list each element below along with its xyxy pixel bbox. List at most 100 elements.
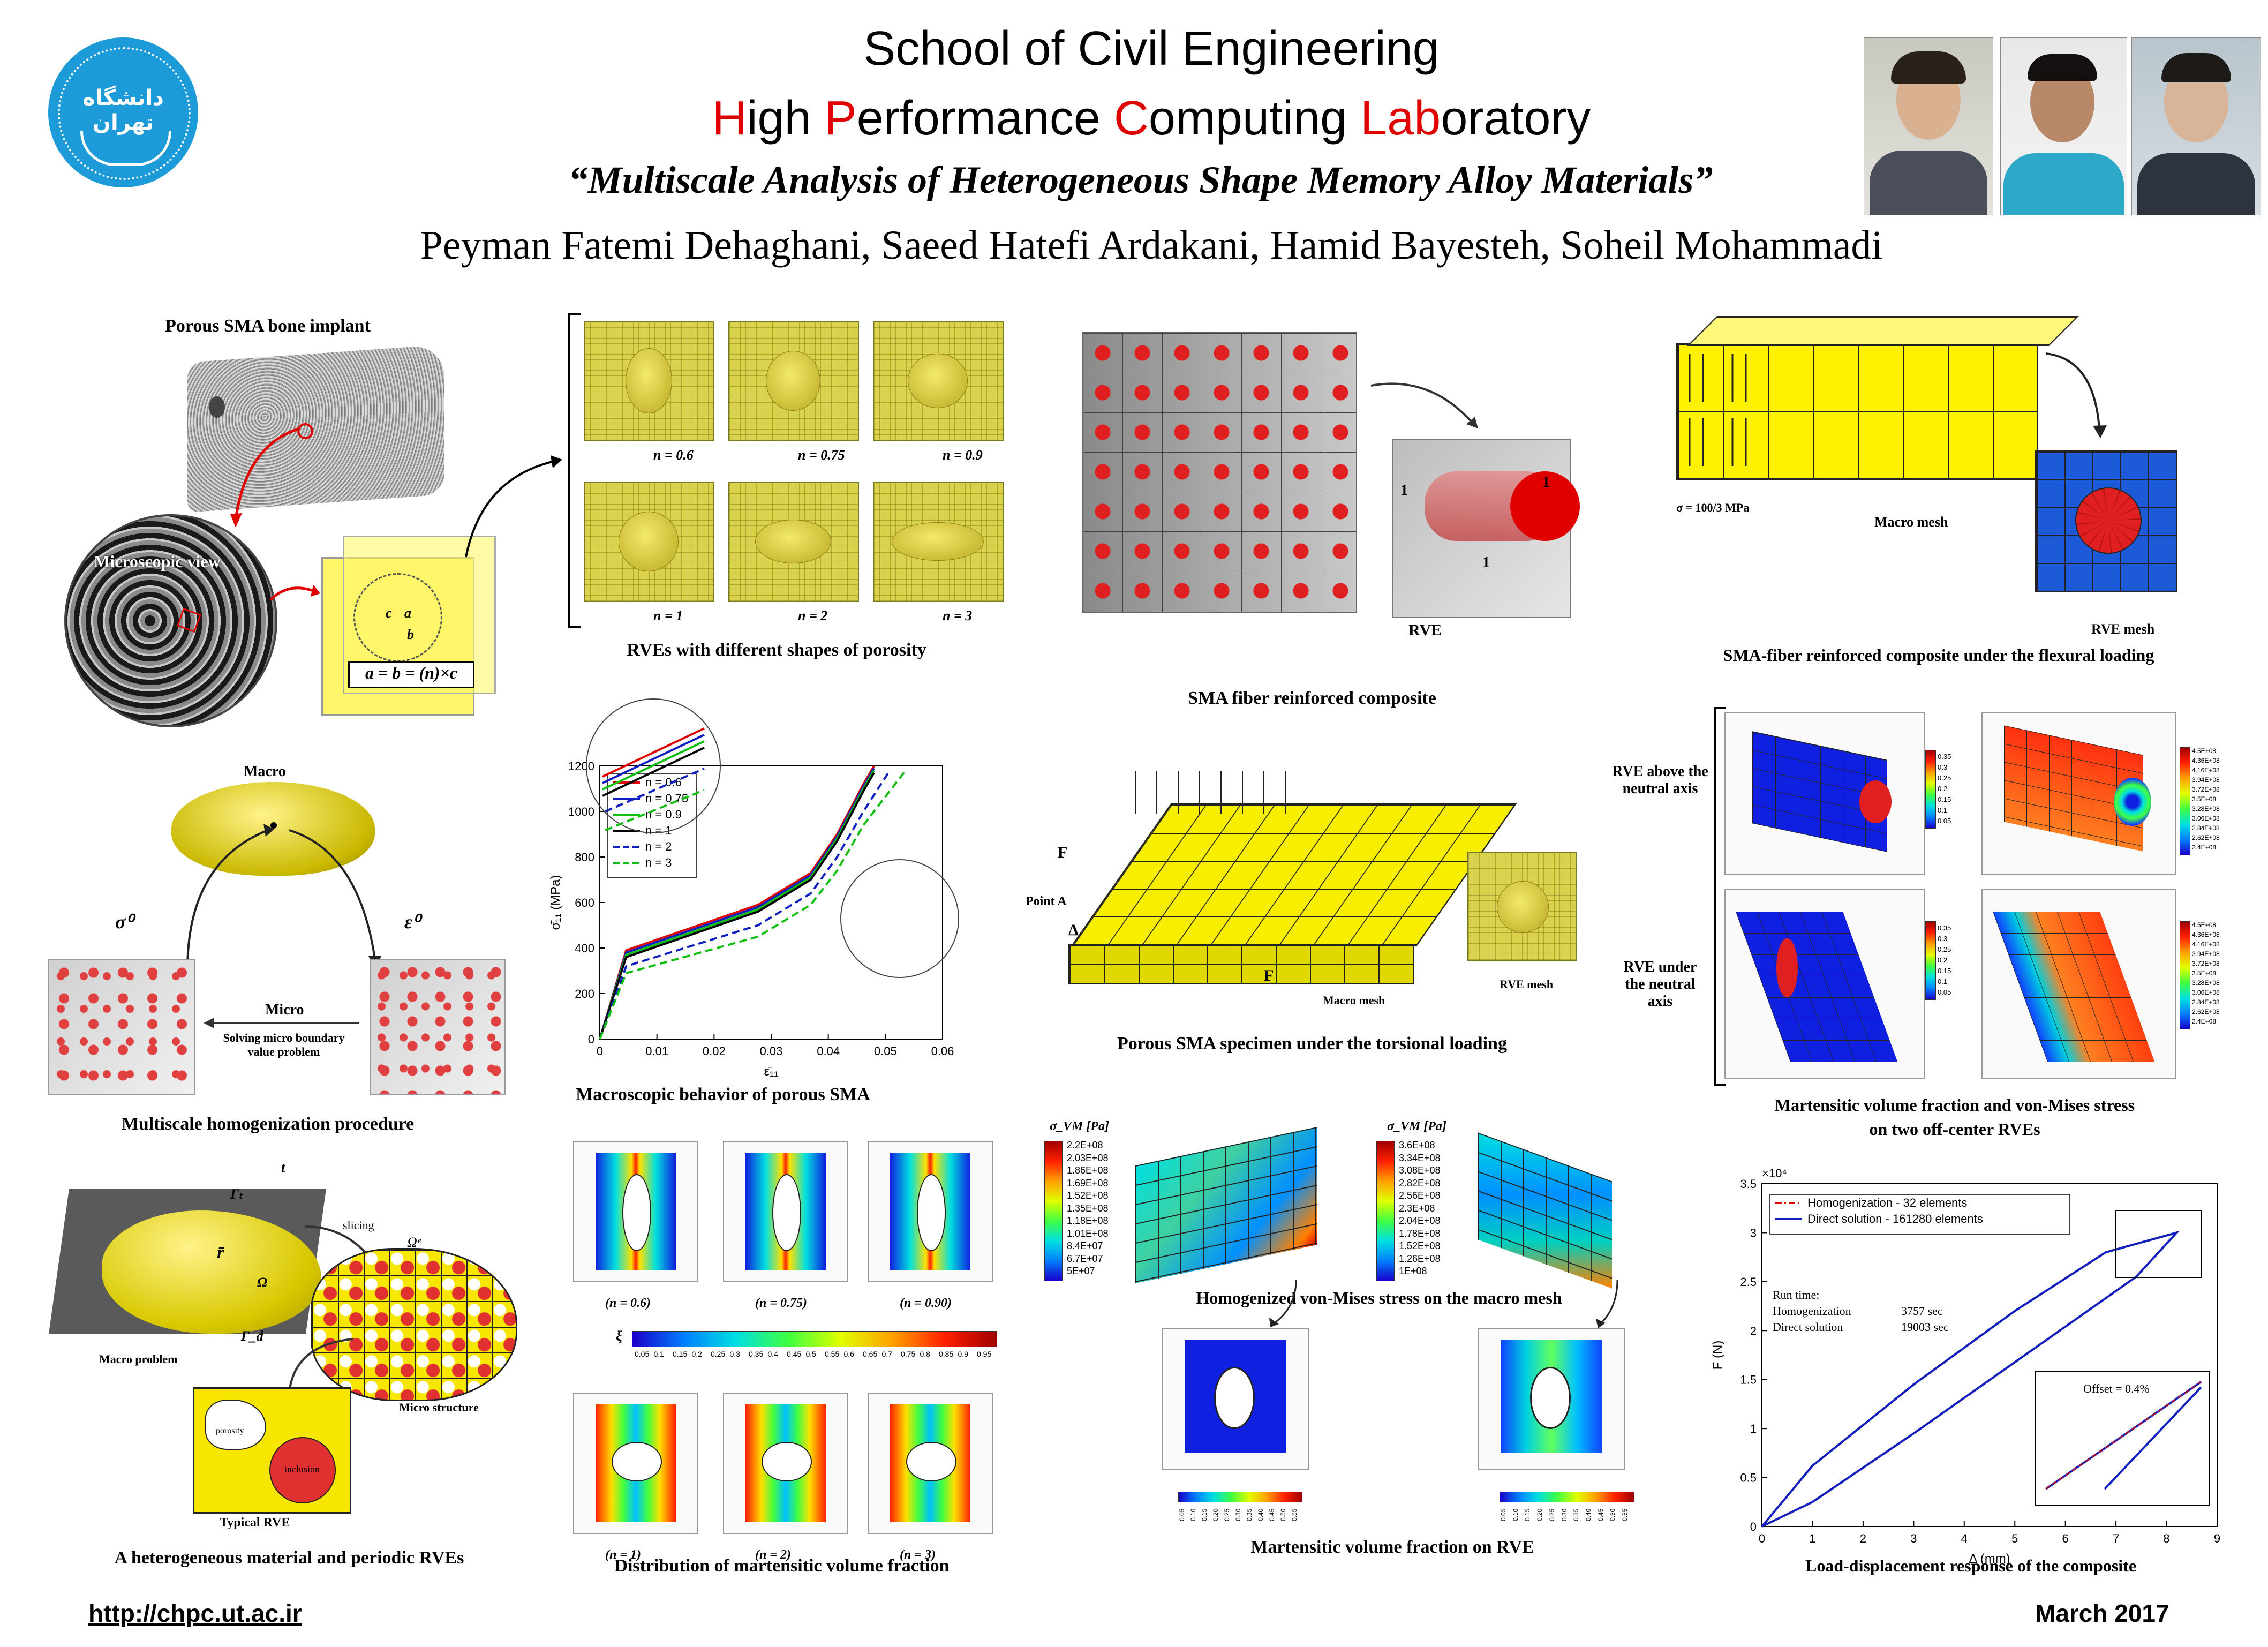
vm-scale-label: 1.35E+08 <box>1067 1202 1109 1214</box>
offcenter-caption-2: on two off-center RVEs <box>1869 1119 2040 1139</box>
mvf-scale-label: 0.05 <box>1500 1508 1507 1521</box>
offcenter-vm-label: 3.94E+08 <box>2192 950 2220 958</box>
rve-pore <box>625 348 672 413</box>
series-line <box>599 770 875 1040</box>
inclusion-label: inclusion <box>284 1464 320 1475</box>
runtime-text: Direct solution <box>1773 1320 1843 1334</box>
y-tick-label: 800 <box>575 851 594 864</box>
torsion-caption: Porous SMA specimen under the torsional … <box>1117 1034 1507 1054</box>
rve-dim-1c: 1 <box>1482 554 1490 571</box>
rve-pore <box>766 351 820 411</box>
x-tick-label: 1 <box>1809 1532 1815 1545</box>
vm-mesh-2 <box>1478 1132 1612 1289</box>
vm-scale-label: 1.52E+08 <box>1067 1190 1109 1201</box>
microscopic-view-image <box>64 514 277 727</box>
offcenter-vm-label: 2.4E+08 <box>2192 1018 2217 1025</box>
offcenter-vm-label: 3.72E+08 <box>2192 960 2220 967</box>
flex-macro-mesh-label: Macro mesh <box>1874 514 1948 530</box>
homog-arrows <box>186 824 381 971</box>
mvf-scale-label: 0.15 <box>1201 1508 1208 1521</box>
mvf-scale-label: 0.35 <box>1246 1508 1253 1521</box>
dist-pore <box>612 1442 662 1481</box>
offcenter-vm-label: 3.94E+08 <box>2192 776 2220 784</box>
offcenter-vm-label: 3.06E+08 <box>2192 815 2220 822</box>
y-multiplier: ×10⁴ <box>1762 1167 1787 1180</box>
x-tick-label: 2 <box>1860 1532 1866 1545</box>
offcenter-vm-label: 2.84E+08 <box>2192 824 2220 832</box>
vm-scale-label: 3.08E+08 <box>1399 1165 1441 1176</box>
offcenter-vm-label: 2.62E+08 <box>2192 834 2220 841</box>
offcenter-vm-label: 4.16E+08 <box>2192 941 2220 948</box>
micro-structure <box>311 1248 517 1401</box>
dist-label: (n = 3) <box>900 1548 936 1562</box>
offcenter-mvf-label: 0.1 <box>1938 806 1948 814</box>
vm-scale-label: 2.56E+08 <box>1399 1190 1441 1201</box>
point-a-label: Point A <box>1026 894 1067 908</box>
dist-xi-label: ξ <box>616 1328 622 1344</box>
legend-label: n = 0.75 <box>645 792 688 805</box>
dist-label: (n = 2) <box>755 1548 792 1562</box>
porosity-label: porosity <box>216 1426 244 1435</box>
vm-colorbar-2 <box>1376 1141 1395 1281</box>
mvf-scale-label: 0.05 <box>1178 1508 1186 1521</box>
flex-arrow <box>2045 352 2107 438</box>
offcenter-vm-label: 3.72E+08 <box>2192 786 2220 793</box>
authors: Peyman Fatemi Dehaghani, Saeed Hatefi Ar… <box>420 223 1883 268</box>
y-axis-label: σ̄₁₁ (MPa) <box>548 875 563 930</box>
mvf-caption: Martensitic volume fraction on RVE <box>1250 1537 1534 1557</box>
legend-label: n = 3 <box>645 856 672 869</box>
poster-title: “Multiscale Analysis of Heterogeneous Sh… <box>568 159 1713 201</box>
x-tick-label: 0.02 <box>703 1044 726 1058</box>
dist-scale-label: 0.4 <box>767 1350 778 1358</box>
mvf-scale-label: 0.40 <box>1257 1508 1264 1521</box>
omega-e-label: Ωᵉ <box>407 1235 421 1250</box>
zoom-rect <box>2115 1210 2202 1278</box>
offcenter-vm-label: 3.5E+08 <box>2192 969 2217 977</box>
x-tick-label: 0.03 <box>760 1044 783 1058</box>
inset-box <box>2035 1371 2210 1506</box>
vm-scale-label: 2.82E+08 <box>1399 1177 1441 1189</box>
micro-view-label: Microscopic view <box>94 552 221 571</box>
rve-shapes-caption: RVEs with different shapes of porosity <box>627 640 926 660</box>
y-tick-label: 0.5 <box>1740 1471 1757 1485</box>
zoom-line <box>602 740 705 791</box>
rve-shape-label: n = 2 <box>798 608 828 623</box>
y-tick-label: 2 <box>1750 1324 1757 1337</box>
dist-rve-plot <box>573 1141 698 1282</box>
vm-scale-label: 1.69E+08 <box>1067 1177 1109 1189</box>
dist-scale-label: 0.2 <box>691 1350 702 1358</box>
dist-scale-label: 0.05 <box>635 1350 650 1358</box>
micro-label: Micro <box>265 1002 304 1018</box>
offcenter-mvf-label: 0.3 <box>1938 763 1948 771</box>
footer-url[interactable]: http://chpc.ut.ac.ir <box>88 1599 302 1627</box>
rve-pore <box>892 522 984 561</box>
zoom-line <box>605 768 705 813</box>
y-tick-label: 2.5 <box>1740 1275 1757 1289</box>
legend-box <box>1769 1194 2070 1235</box>
implant-arrow <box>230 427 300 528</box>
dist-pore <box>622 1174 651 1251</box>
x-tick-label: 4 <box>1961 1532 1968 1545</box>
lab-name-part: erformance <box>856 92 1114 145</box>
offcenter-mvf-label: 0.35 <box>1938 924 1951 932</box>
offcenter-vm-label: 2.4E+08 <box>2192 844 2217 851</box>
eps0-label: ε⁰ <box>404 911 420 932</box>
zoom-line <box>602 727 705 778</box>
y-tick-label: 0 <box>588 1033 594 1046</box>
lab-name-part: C <box>1113 92 1149 145</box>
under-mvf-plot <box>1724 889 1925 1079</box>
x-tick-label: 8 <box>2163 1532 2169 1545</box>
mvf-scale-label: 0.35 <box>1572 1508 1580 1521</box>
mvf-scale-label: 0.45 <box>1596 1508 1604 1521</box>
flex-sigma-label: σ = 100/3 MPa <box>1676 501 1750 514</box>
dist-scale-label: 0.85 <box>939 1350 954 1358</box>
rve-shape-label: n = 1 <box>653 608 683 623</box>
y-tick-label: 1200 <box>568 759 594 773</box>
flex-beam <box>1676 343 2038 480</box>
y-tick-label: 1000 <box>568 805 594 818</box>
inset-line <box>2104 1386 2202 1490</box>
x-tick-label: 6 <box>2062 1532 2069 1545</box>
vm-scale-label: 2.04E+08 <box>1399 1215 1441 1226</box>
rve-equation: a = b = (n)×c <box>348 661 474 688</box>
zoom-circle-lower <box>840 859 959 978</box>
